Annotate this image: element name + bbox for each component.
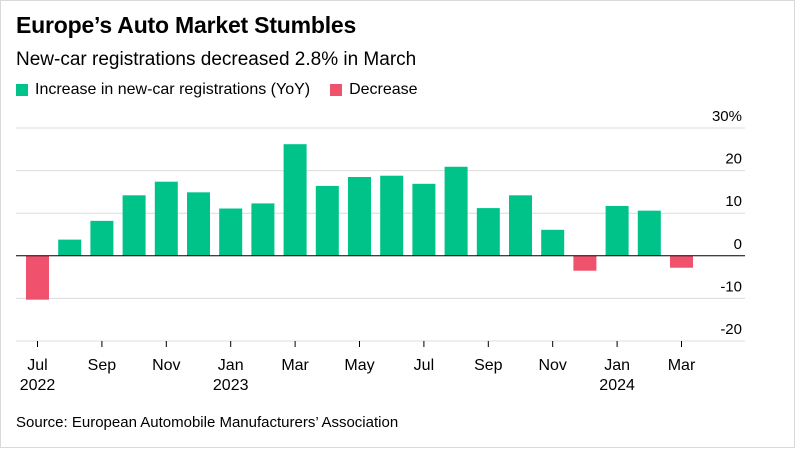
x-tick-label: Sep (88, 357, 117, 374)
bar (348, 176, 371, 256)
x-tick-label: Mar (281, 357, 309, 374)
chart-legend: Increase in new-car registrations (YoY) … (16, 81, 438, 99)
y-tick-label: 10 (725, 193, 742, 210)
x-tick-label: Sep (474, 357, 503, 374)
bar (90, 220, 114, 256)
bar (187, 192, 210, 256)
y-tick-label: -10 (720, 278, 742, 295)
bar (380, 175, 404, 256)
bar (283, 144, 307, 256)
legend-label-increase: Increase in new-car registrations (YoY) (35, 81, 311, 98)
bar (509, 195, 532, 256)
bar (251, 203, 275, 256)
bar (444, 166, 468, 256)
y-tick-label: 30% (712, 108, 742, 125)
bar (154, 181, 178, 256)
legend-item-increase: Increase in new-car registrations (YoY) (16, 81, 310, 99)
x-tick-year-label: 2024 (599, 377, 635, 394)
bar (219, 208, 243, 256)
bar (541, 229, 565, 256)
y-tick-label: -20 (720, 321, 742, 338)
y-tick-label: 20 (725, 151, 742, 168)
legend-item-decrease: Decrease (330, 81, 418, 99)
x-tick-label: Nov (538, 357, 566, 374)
bar (573, 255, 597, 271)
bar (122, 195, 146, 256)
bar (58, 239, 82, 256)
legend-swatch-increase (16, 84, 28, 96)
legend-label-decrease: Decrease (349, 81, 418, 98)
bar (315, 185, 339, 256)
legend-swatch-decrease (330, 84, 343, 96)
source-note: Source: European Automobile Manufacturer… (16, 414, 399, 431)
x-tick-label: Jul (414, 357, 434, 374)
x-tick-year-label: 2022 (20, 377, 56, 394)
x-tick-label: Jan (218, 357, 244, 374)
bar (476, 208, 500, 256)
chart-title: Europe’s Auto Market Stumbles (16, 12, 357, 38)
bar (412, 183, 436, 256)
bar (605, 205, 629, 256)
chart-subtitle: New-car registrations decreased 2.8% in … (16, 49, 417, 70)
x-tick-label: Mar (668, 357, 696, 374)
bar (26, 255, 49, 300)
y-tick-label: 0 (734, 236, 742, 253)
x-tick-label: May (344, 357, 374, 374)
x-tick-label: Nov (152, 357, 180, 374)
x-tick-year-label: 2023 (213, 377, 249, 394)
x-tick-label: Jan (604, 357, 630, 374)
bar (637, 210, 661, 256)
x-tick-label: Jul (27, 357, 47, 374)
bar (670, 255, 693, 268)
